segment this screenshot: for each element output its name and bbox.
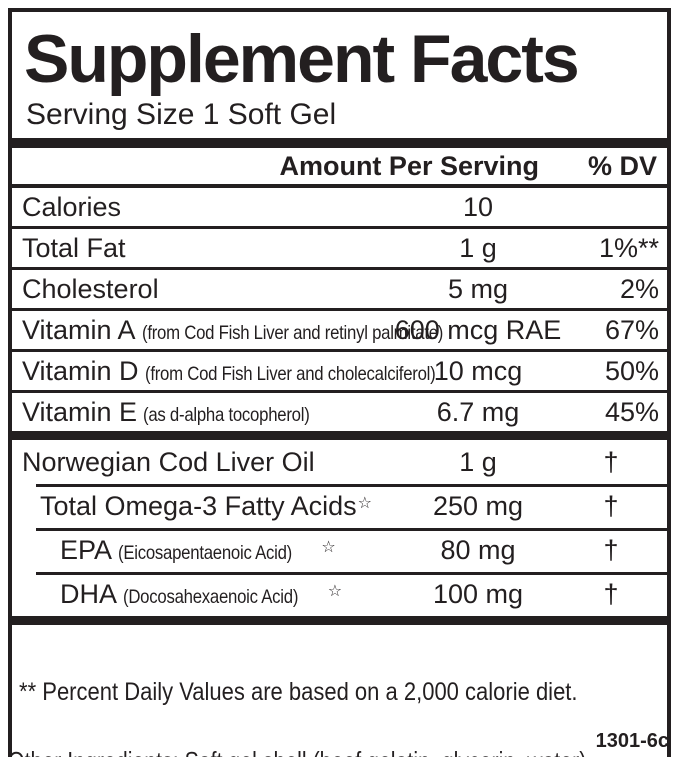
nutrient-label: Calories bbox=[22, 192, 393, 223]
nutrient-name: Calories bbox=[22, 191, 122, 222]
nutrient-row: Vitamin A (from Cod Fish Liver and retiny… bbox=[12, 308, 667, 349]
nutrient-source-detail: (Eicosapentaenoic Acid) bbox=[118, 541, 293, 564]
nutrient-name: Total Omega-3 Fatty Acids bbox=[40, 490, 357, 521]
supplement-facts-panel: Supplement Facts Serving Size 1 Soft Gel… bbox=[8, 8, 671, 757]
nutrient-dv: † bbox=[603, 534, 619, 565]
nutrient-row: DHA (Docosahexaenoic Acid) ☆ 100 mg † bbox=[12, 572, 667, 616]
nutrient-amount: 80 mg bbox=[440, 534, 516, 565]
nutrient-row: EPA (Eicosapentaenoic Acid) ☆ 80 mg † bbox=[12, 528, 667, 572]
thick-divider-bottom bbox=[12, 616, 667, 625]
nutrient-dv: † bbox=[603, 446, 619, 477]
nutrient-name: Vitamin D bbox=[22, 355, 139, 386]
panel-title: Supplement Facts bbox=[24, 21, 580, 97]
nutrient-row: Total Omega-3 Fatty Acids☆ 250 mg † bbox=[12, 484, 667, 528]
nutrient-amount: 600 mcg RAE bbox=[394, 314, 562, 345]
nutrient-amount: 6.7 mg bbox=[436, 396, 520, 427]
nutrient-label: EPA (Eicosapentaenoic Acid) ☆ bbox=[22, 535, 393, 566]
nutrient-dv: † bbox=[603, 490, 619, 521]
nutrient-label: Vitamin A (from Cod Fish Liver and retiny… bbox=[22, 314, 443, 346]
nutrient-name: Norwegian Cod Liver Oil bbox=[22, 446, 315, 477]
other-ingredients: Other Ingredients: Soft gel shell (beef … bbox=[8, 694, 592, 757]
nutrient-name: EPA bbox=[60, 534, 113, 565]
nutrient-source-detail: (as d-alpha tocopherol) bbox=[143, 403, 310, 426]
percent-dv-header: % DV bbox=[587, 150, 657, 181]
footnote-daily-values: ** Percent Daily Values are based on a 2… bbox=[19, 678, 578, 706]
nutrient-dv: 67% bbox=[604, 314, 659, 345]
nutrient-source-detail: (Docosahexaenoic Acid) bbox=[123, 585, 299, 608]
nutrient-amount: 10 mcg bbox=[433, 355, 523, 386]
star-icon: ☆ bbox=[357, 494, 372, 512]
nutrient-name: Vitamin A bbox=[22, 314, 136, 345]
nutrient-row: Cholesterol 5 mg 2% bbox=[12, 267, 667, 308]
column-header-row: Amount Per Serving % DV bbox=[12, 148, 667, 188]
nutrient-label: Vitamin D (from Cod Fish Liver and cholec… bbox=[22, 355, 435, 387]
nutrient-name: Cholesterol bbox=[22, 273, 159, 304]
nutrient-label: Total Omega-3 Fatty Acids☆ bbox=[22, 491, 393, 522]
nutrient-name: Total Fat bbox=[22, 232, 126, 263]
label-code: 1301-6c bbox=[595, 730, 669, 752]
nutrient-row: Norwegian Cod Liver Oil 1 g † bbox=[12, 440, 667, 484]
nutrient-amount: 5 mg bbox=[447, 273, 509, 304]
nutrient-rows-oil: Norwegian Cod Liver Oil 1 g † Total Omeg… bbox=[12, 440, 667, 616]
nutrient-row: Vitamin D (from Cod Fish Liver and cholec… bbox=[12, 349, 667, 390]
nutrient-name: DHA bbox=[60, 578, 118, 609]
nutrient-dv: 50% bbox=[604, 355, 659, 386]
nutrient-amount: 1 g bbox=[459, 446, 497, 477]
nutrient-label: Total Fat bbox=[22, 233, 393, 264]
nutrient-row: Calories 10 bbox=[12, 188, 667, 226]
nutrient-amount: 10 bbox=[462, 191, 494, 222]
nutrient-dv: 45% bbox=[604, 396, 659, 427]
thick-divider-top bbox=[12, 138, 667, 148]
nutrient-row: Vitamin E (as d-alpha tocopherol) 6.7 mg … bbox=[12, 390, 667, 431]
other-ingredients-line1: Other Ingredients: Soft gel shell (beef … bbox=[8, 748, 592, 757]
serving-size: Serving Size 1 Soft Gel bbox=[26, 98, 337, 131]
nutrient-amount: 100 mg bbox=[432, 578, 524, 609]
nutrient-row: Total Fat 1 g 1%** bbox=[12, 226, 667, 267]
nutrient-label: Norwegian Cod Liver Oil bbox=[22, 447, 393, 478]
footnotes: ** Percent Daily Values are based on a 2… bbox=[12, 625, 588, 757]
nutrient-name: Vitamin E bbox=[22, 396, 138, 427]
thick-divider-middle bbox=[12, 431, 667, 440]
nutrient-amount: 250 mg bbox=[432, 490, 524, 521]
nutrient-label: Cholesterol bbox=[22, 274, 393, 305]
nutrient-label: DHA (Docosahexaenoic Acid) ☆ bbox=[22, 579, 393, 610]
nutrient-amount: 1 g bbox=[459, 232, 497, 263]
nutrient-label: Vitamin E (as d-alpha tocopherol) bbox=[22, 397, 393, 428]
nutrient-rows-main: Calories 10 Total Fat 1 g 1%** Cholester… bbox=[12, 188, 667, 431]
star-icon: ☆ bbox=[321, 538, 336, 556]
nutrient-source-detail: (from Cod Fish Liver and cholecalciferol… bbox=[144, 362, 436, 385]
amount-per-serving-header: Amount Per Serving bbox=[279, 150, 539, 181]
nutrient-dv: 2% bbox=[619, 273, 659, 304]
nutrient-dv: † bbox=[603, 578, 619, 609]
star-icon: ☆ bbox=[327, 582, 343, 600]
nutrient-dv: 1%** bbox=[598, 232, 659, 263]
nutrient-source-detail: (from Cod Fish Liver and retinyl palmita… bbox=[141, 321, 443, 344]
